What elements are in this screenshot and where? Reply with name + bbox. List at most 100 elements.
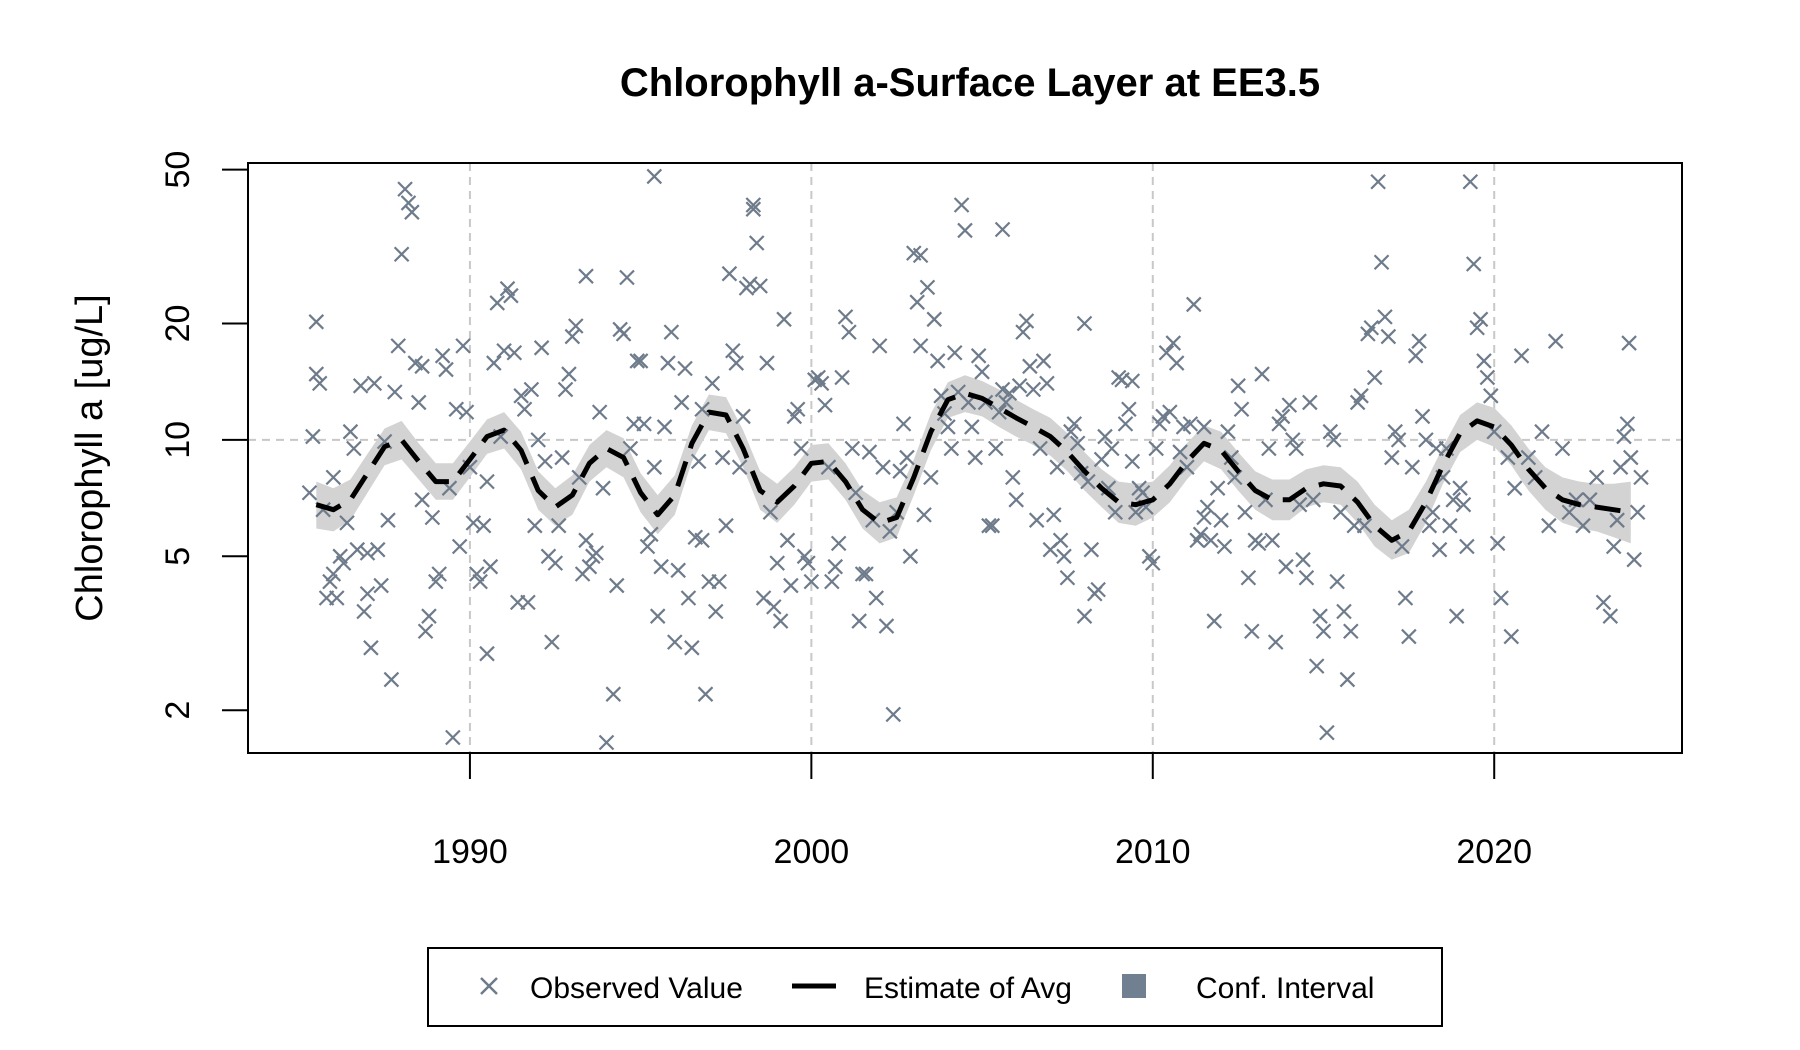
- observed-point: [803, 573, 820, 590]
- observed-point: [735, 408, 751, 425]
- observed-point: [1063, 423, 1079, 440]
- observed-points-layer: [301, 168, 1649, 751]
- y-tick-label: 10: [159, 421, 197, 459]
- observed-point: [1008, 492, 1024, 508]
- observed-point: [834, 369, 850, 386]
- observed-point: [325, 469, 342, 486]
- observed-point: [346, 440, 362, 457]
- observed-point: [721, 265, 738, 282]
- observed-point: [1182, 416, 1199, 432]
- observed-point: [1278, 558, 1294, 575]
- observed-point: [868, 590, 885, 606]
- observed-point: [1476, 353, 1492, 369]
- observed-point: [1633, 469, 1649, 486]
- observed-point: [608, 577, 625, 594]
- observed-point: [1291, 496, 1308, 513]
- observed-point: [328, 590, 345, 606]
- observed-point: [383, 671, 400, 688]
- observed-point: [1045, 507, 1062, 523]
- observed-point: [530, 432, 546, 448]
- observed-point: [1076, 608, 1093, 624]
- observed-point: [940, 419, 956, 435]
- observed-point: [1264, 532, 1281, 549]
- observed-point: [663, 324, 680, 340]
- observed-point: [964, 419, 980, 435]
- observed-point: [1465, 256, 1482, 272]
- observed-point: [844, 440, 861, 457]
- observed-point: [1339, 671, 1356, 688]
- observed-point: [359, 586, 376, 602]
- observed-point: [1390, 432, 1407, 448]
- observed-point: [728, 355, 745, 371]
- observed-point: [745, 197, 762, 213]
- observed-point: [1250, 535, 1267, 552]
- observed-point: [434, 348, 451, 364]
- observed-point: [817, 397, 833, 413]
- observed-point: [1595, 594, 1612, 611]
- observed-point: [339, 515, 355, 531]
- observed-point: [800, 555, 816, 571]
- observed-point: [875, 459, 891, 475]
- observed-point: [912, 247, 929, 264]
- y-tick-label: 20: [159, 305, 197, 343]
- observed-point: [1462, 173, 1479, 190]
- observed-point: [1288, 440, 1304, 457]
- observed-point: [660, 355, 676, 371]
- observed-point: [684, 640, 700, 656]
- observed-point: [827, 558, 844, 575]
- observed-point: [974, 364, 990, 380]
- confidence-band-layer: [316, 375, 1631, 560]
- observed-point: [475, 517, 492, 534]
- observed-point: [417, 623, 434, 640]
- observed-point: [465, 515, 482, 531]
- observed-point: [957, 222, 973, 239]
- observed-point: [387, 384, 403, 400]
- observed-point: [342, 423, 359, 440]
- observed-point: [1005, 469, 1021, 486]
- observed-point: [766, 599, 782, 615]
- legend-observed-value: Observed Value: [530, 972, 743, 1005]
- observed-point: [1237, 504, 1253, 521]
- observed-point: [1244, 623, 1260, 640]
- observed-point: [1124, 373, 1141, 389]
- y-tick-label: 5: [159, 547, 197, 566]
- observed-point: [1165, 335, 1182, 351]
- legend-fill-swatch: [1122, 974, 1146, 998]
- observed-point: [885, 706, 902, 723]
- x-tick-label: 1990: [432, 833, 508, 871]
- observed-point: [636, 416, 652, 432]
- observed-point: [1582, 492, 1598, 508]
- chart-title: Chlorophyll a-Surface Layer at EE3.5: [620, 61, 1320, 105]
- observed-point: [813, 375, 830, 392]
- observed-point: [1230, 378, 1246, 394]
- observed-point: [1626, 551, 1642, 568]
- observed-point: [1534, 423, 1550, 440]
- observed-point: [1104, 440, 1120, 457]
- observed-point: [537, 453, 553, 470]
- observed-point: [1602, 608, 1619, 624]
- observed-point: [769, 555, 785, 571]
- observed-point: [311, 375, 328, 392]
- legend-box: [427, 947, 1443, 1027]
- observed-point: [550, 517, 567, 534]
- observed-point: [858, 566, 874, 582]
- observed-point: [1541, 517, 1557, 534]
- x-axis: 1990 2000 2010 2020: [432, 752, 1532, 871]
- observed-point: [824, 573, 840, 590]
- observed-point: [1459, 538, 1475, 555]
- observed-point: [588, 545, 605, 561]
- observed-point: [677, 360, 693, 377]
- observed-point: [438, 361, 454, 378]
- observed-point: [1500, 449, 1516, 466]
- observed-point: [1145, 555, 1161, 571]
- observed-point: [414, 358, 430, 375]
- observed-point: [1155, 408, 1171, 425]
- observed-point: [1172, 444, 1188, 460]
- observed-point: [1059, 569, 1076, 586]
- observed-point: [656, 419, 673, 435]
- observed-point: [1069, 435, 1086, 452]
- observed-point: [991, 404, 1007, 420]
- estimate-line-layer: [315, 390, 1632, 543]
- observed-point: [1032, 440, 1048, 457]
